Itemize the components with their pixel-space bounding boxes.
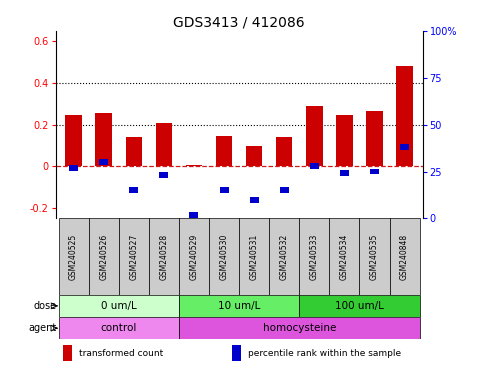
Bar	[269, 218, 299, 295]
Text: 0 um/L: 0 um/L	[101, 301, 137, 311]
Bar	[239, 218, 269, 295]
Bar	[58, 317, 179, 339]
Text: GSM240531: GSM240531	[250, 233, 258, 280]
Text: 100 um/L: 100 um/L	[335, 301, 384, 311]
Text: GSM240530: GSM240530	[220, 233, 228, 280]
Bar	[126, 137, 142, 166]
Bar	[220, 187, 228, 193]
Bar	[400, 144, 409, 150]
Bar	[306, 106, 323, 166]
Bar	[336, 115, 353, 166]
Bar	[396, 66, 413, 166]
Text: GSM240533: GSM240533	[310, 233, 319, 280]
Bar	[65, 115, 82, 166]
Text: transformed count: transformed count	[79, 349, 163, 358]
Bar	[179, 317, 420, 339]
Bar	[129, 187, 138, 193]
Bar	[58, 295, 179, 317]
Text: GSM240527: GSM240527	[129, 233, 138, 280]
Bar	[179, 218, 209, 295]
Text: percentile rank within the sample: percentile rank within the sample	[248, 349, 401, 358]
Text: homocysteine: homocysteine	[263, 323, 336, 333]
Bar	[246, 146, 262, 166]
Bar	[232, 345, 241, 361]
Bar	[370, 169, 379, 174]
Text: agent: agent	[28, 323, 56, 333]
Bar	[96, 113, 112, 166]
Text: GSM240525: GSM240525	[69, 233, 78, 280]
Title: GDS3413 / 412086: GDS3413 / 412086	[173, 16, 305, 30]
Bar	[156, 122, 172, 166]
Bar	[58, 218, 89, 295]
Bar	[185, 165, 202, 166]
Bar	[299, 218, 329, 295]
Bar	[209, 218, 239, 295]
Bar	[99, 159, 108, 165]
Text: dose: dose	[33, 301, 56, 311]
Bar	[250, 197, 258, 203]
Text: GSM240848: GSM240848	[400, 233, 409, 280]
Bar	[149, 218, 179, 295]
Bar	[359, 218, 389, 295]
Bar	[329, 218, 359, 295]
Text: 10 um/L: 10 um/L	[218, 301, 260, 311]
Bar	[69, 165, 78, 170]
Bar	[189, 212, 199, 218]
Bar	[159, 172, 169, 178]
Bar	[340, 170, 349, 176]
Bar	[366, 111, 383, 166]
Bar	[310, 163, 319, 169]
Text: GSM240528: GSM240528	[159, 233, 169, 280]
Bar	[89, 218, 119, 295]
Bar	[276, 137, 293, 166]
Text: control: control	[100, 323, 137, 333]
Bar	[119, 218, 149, 295]
Bar	[389, 218, 420, 295]
Bar	[280, 187, 289, 193]
Text: GSM240534: GSM240534	[340, 233, 349, 280]
Bar	[299, 295, 420, 317]
Bar	[63, 345, 72, 361]
Text: GSM240535: GSM240535	[370, 233, 379, 280]
Bar	[216, 136, 232, 166]
Text: GSM240526: GSM240526	[99, 233, 108, 280]
Text: GSM240529: GSM240529	[189, 233, 199, 280]
Bar	[179, 295, 299, 317]
Text: GSM240532: GSM240532	[280, 233, 289, 280]
